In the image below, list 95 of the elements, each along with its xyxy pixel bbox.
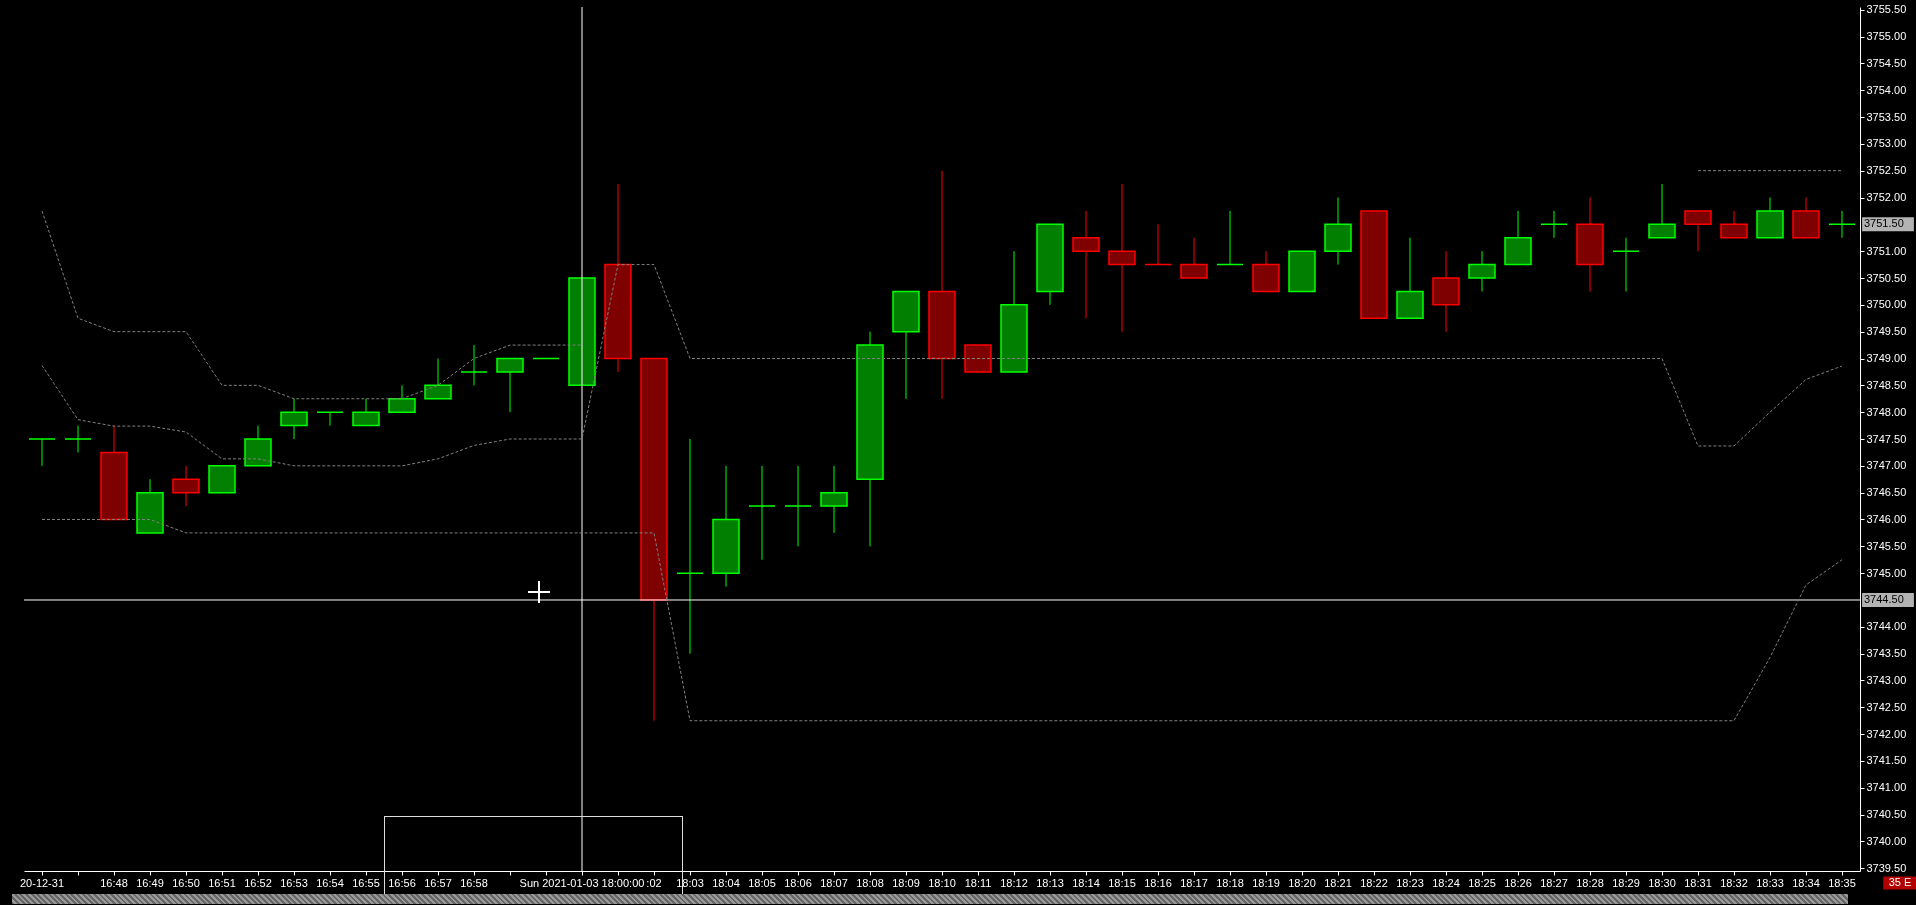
x-tick-label: 16:52 xyxy=(244,876,272,889)
x-tick-label: 16:58 xyxy=(460,876,488,889)
y-tick-label: 3745.50 xyxy=(1866,539,1907,552)
x-tick-label: 18:26 xyxy=(1504,876,1532,889)
y-tick-label: 3754.50 xyxy=(1866,56,1907,69)
y-tick-label: 3743.50 xyxy=(1866,647,1907,660)
y-tick-label: 3741.00 xyxy=(1866,781,1907,794)
x-tick-label: 18:18 xyxy=(1216,876,1244,889)
candlestick xyxy=(316,411,344,427)
y-tick-label: 3740.50 xyxy=(1866,808,1907,821)
annotation: 3751.50 xyxy=(1864,217,1904,230)
y-tick-label: 3741.50 xyxy=(1866,754,1907,767)
x-tick-label: 16:51 xyxy=(208,876,236,889)
x-tick-label: 18:08 xyxy=(856,876,884,889)
y-tick-label: 3751.00 xyxy=(1866,244,1907,257)
x-tick-label: 18:35 xyxy=(1828,876,1856,889)
x-tick-label: 18:21 xyxy=(1324,876,1352,889)
x-tick-label: Sun 2021-01-03 18:00:00 xyxy=(519,876,645,889)
y-tick-label: 3750.50 xyxy=(1866,271,1907,284)
x-tick-label: 18:31 xyxy=(1684,876,1712,889)
candlestick xyxy=(1540,210,1568,239)
x-tick-label: 16:56 xyxy=(388,876,416,889)
candlestick xyxy=(1144,223,1172,266)
y-tick-label: 3753.50 xyxy=(1866,110,1907,123)
x-tick-label: 18:25 xyxy=(1468,876,1496,889)
x-tick-label: 18:34 xyxy=(1792,876,1820,889)
candlestick xyxy=(1108,183,1136,333)
x-tick-label: 18:29 xyxy=(1612,876,1640,889)
x-tick-label: 18:11 xyxy=(964,876,992,889)
ref-line-label: 3744.50 xyxy=(1864,592,1904,605)
x-tick-label: 18:04 xyxy=(712,876,740,889)
x-tick-label: 16:54 xyxy=(316,876,344,889)
candlestick xyxy=(748,465,776,561)
candlestick xyxy=(676,438,704,655)
candlestick xyxy=(28,438,56,467)
candlestick xyxy=(1612,237,1640,292)
x-tick-label: 18:19 xyxy=(1252,876,1280,889)
line-series xyxy=(41,519,1843,722)
x-tick-label: 18:12 xyxy=(1000,876,1028,889)
y-tick-label: 3749.50 xyxy=(1866,325,1907,338)
y-tick-label: 3745.00 xyxy=(1866,566,1907,579)
candlestick xyxy=(460,344,488,386)
y-tick-label: 3747.50 xyxy=(1866,432,1907,445)
y-tick-label: 3746.00 xyxy=(1866,513,1907,525)
x-tick-label: 18:30 xyxy=(1648,876,1676,889)
y-tick-label: 3749.00 xyxy=(1866,352,1907,364)
x-tick-label: 16:48 xyxy=(100,876,128,889)
x-tick-label: 18:16 xyxy=(1144,876,1172,889)
x-tick-label: 18:05 xyxy=(748,876,776,889)
y-tick-label: 3742.50 xyxy=(1866,700,1907,713)
x-tick-label: 18:32 xyxy=(1720,876,1748,889)
y-tick-label: 3740.00 xyxy=(1866,834,1907,847)
candlestick xyxy=(1828,210,1856,239)
x-tick-label: 18:06 xyxy=(784,876,812,889)
y-tick-label: 3742.00 xyxy=(1866,727,1907,740)
x-tick-label: 16:50 xyxy=(172,876,200,889)
x-tick-label: 16:57 xyxy=(424,876,452,889)
x-tick-label: 18:23 xyxy=(1396,876,1424,889)
y-tick-label: 3747.00 xyxy=(1866,459,1907,472)
y-tick-label: 3752.00 xyxy=(1866,191,1907,204)
y-tick-label: 3748.50 xyxy=(1866,378,1907,391)
x-tick-label: 18:10 xyxy=(928,876,956,889)
y-tick-label: 3755.50 xyxy=(1866,3,1907,16)
candlestick xyxy=(1216,210,1244,266)
x-tick-label: :02 xyxy=(646,876,662,889)
y-tick-label: 3743.00 xyxy=(1866,673,1907,686)
x-tick-label: 16:53 xyxy=(280,876,308,889)
x-tick-label: 18:15 xyxy=(1108,876,1136,889)
x-tick-label: 18:24 xyxy=(1432,876,1460,889)
y-tick-label: 3746.50 xyxy=(1866,486,1907,499)
y-tick-label: 3754.00 xyxy=(1866,83,1907,96)
line-series xyxy=(41,264,1843,467)
x-tick-label: 18:17 xyxy=(1180,876,1208,889)
x-tick-label: 18:14 xyxy=(1072,876,1100,889)
y-tick-label: 3739.50 xyxy=(1866,861,1907,874)
y-tick-label: 3744.00 xyxy=(1866,620,1907,633)
y-tick-label: 3753.00 xyxy=(1866,137,1907,150)
text: 35 E xyxy=(1888,876,1912,888)
y-tick-label: 3748.00 xyxy=(1866,405,1907,418)
x-tick-label: 18:07 xyxy=(820,876,848,889)
candlestick xyxy=(784,465,812,547)
x-tick-label: 18:33 xyxy=(1756,876,1784,889)
y-tick-label: 3752.50 xyxy=(1866,164,1907,177)
x-tick-label: 18:20 xyxy=(1288,876,1316,889)
x-tick-label: 20-12-31 xyxy=(19,876,65,889)
x-tick-label: 18:22 xyxy=(1360,876,1388,889)
candlestick xyxy=(64,425,92,453)
x-tick-label: 16:49 xyxy=(136,876,164,889)
x-tick-label: 18:28 xyxy=(1576,876,1604,889)
y-tick-label: 3750.00 xyxy=(1866,298,1907,311)
x-tick-label: 16:55 xyxy=(352,876,380,889)
x-tick-label: 18:13 xyxy=(1036,876,1064,889)
y-tick-label: 3755.00 xyxy=(1866,30,1907,43)
x-tick-label: 18:27 xyxy=(1540,876,1568,889)
x-tick-label: 18:09 xyxy=(892,876,920,889)
